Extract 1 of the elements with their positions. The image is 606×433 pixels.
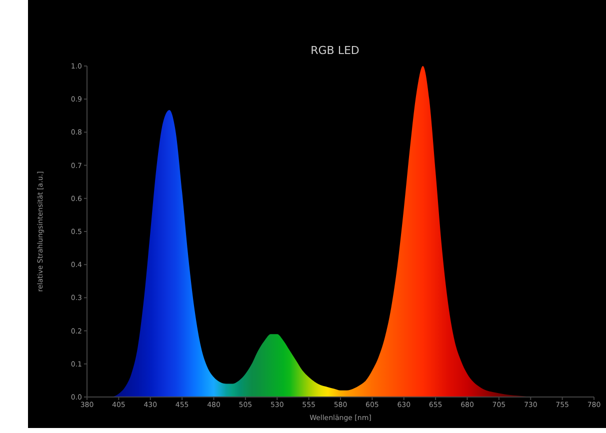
chart-title: RGB LED (310, 44, 360, 57)
